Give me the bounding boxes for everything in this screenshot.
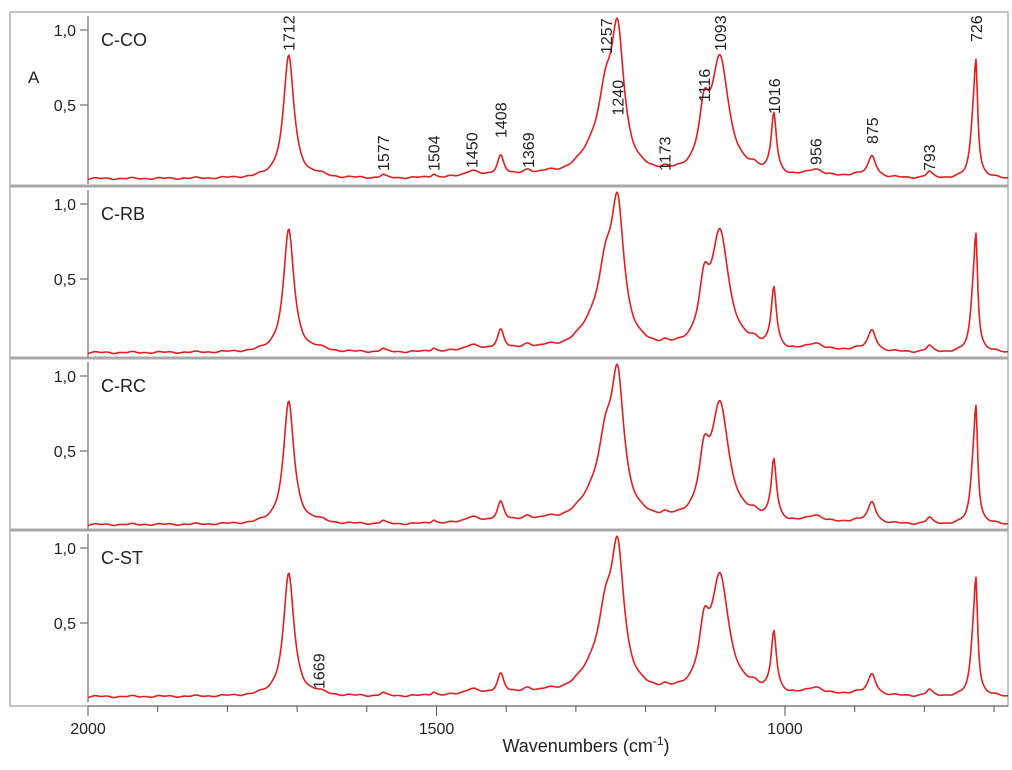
peak-label: 875 xyxy=(865,117,882,144)
series-name: C-RC xyxy=(101,376,146,396)
y-tick-label: 1,0 xyxy=(54,23,76,40)
spectrum-line-c-st xyxy=(87,535,1008,699)
series-name: C-ST xyxy=(101,548,143,568)
peak-label: 1116 xyxy=(697,69,714,102)
peak-label: 793 xyxy=(922,144,939,171)
x-axis-label: Wavenumbers (cm-1) xyxy=(502,734,669,756)
peak-label: 1504 xyxy=(427,135,444,171)
panel-c-co: 1,0 0,5 C-CO 1712 1577 1504 1450 1408 1369 1257 12… xyxy=(54,15,1008,184)
y-tick-label: 0,5 xyxy=(54,444,76,461)
peak-label: 1669 xyxy=(312,653,329,689)
spectra-panels: 1,0 0,5 C-CO 1712 1577 1504 1450 1408 1369 1257 12… xyxy=(9,11,1009,707)
peak-label: 956 xyxy=(809,138,826,165)
y-tick-label: 1,0 xyxy=(54,369,76,386)
x-tick-label: 2000 xyxy=(70,721,106,738)
spectrum-line-c-rb xyxy=(87,191,1008,355)
peak-label: 1016 xyxy=(767,78,784,114)
y-tick-label: 1,0 xyxy=(54,197,76,214)
panel-c-st: 1,0 0,5 C-ST 1669 xyxy=(54,534,1008,702)
y-tick-label: 0,5 xyxy=(54,98,76,115)
x-tick-label: 1500 xyxy=(419,721,455,738)
y-tick-label: 0,5 xyxy=(54,616,76,633)
peak-label: 1712 xyxy=(282,15,299,51)
peak-label: 1450 xyxy=(464,132,481,168)
y-axis-label: A xyxy=(28,68,40,87)
panel-c-rc: 1,0 0,5 C-RC xyxy=(54,362,1008,530)
peak-label: 1093 xyxy=(713,15,730,51)
spectrum-line-c-co xyxy=(87,17,1008,181)
axes: 2000 1500 1000 xyxy=(70,705,1008,738)
peak-label: 1408 xyxy=(494,102,511,138)
peak-label: 1369 xyxy=(521,132,538,168)
peak-label: 1240 xyxy=(611,80,628,116)
peak-label: 726 xyxy=(969,15,986,42)
series-name: C-CO xyxy=(101,30,147,50)
x-tick-label: 1000 xyxy=(767,721,803,738)
panel-c-rb: 1,0 0,5 C-RB xyxy=(54,190,1008,358)
peak-label: 1257 xyxy=(599,18,616,54)
peak-label: 1173 xyxy=(657,136,674,171)
y-tick-label: 0,5 xyxy=(54,272,76,289)
series-name: C-RB xyxy=(101,204,145,224)
peak-label: 1577 xyxy=(376,135,393,171)
y-tick-label: 1,0 xyxy=(54,541,76,558)
spectrum-line-c-rc xyxy=(87,363,1008,527)
